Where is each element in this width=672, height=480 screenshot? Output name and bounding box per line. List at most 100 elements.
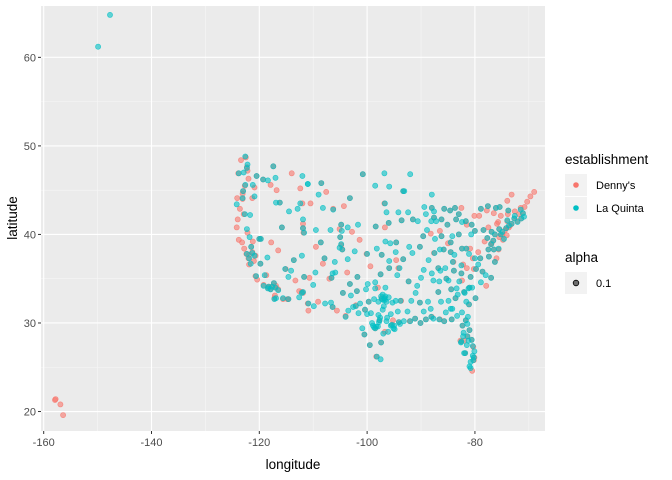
point-la-quinta bbox=[422, 211, 429, 217]
point-la-quinta bbox=[297, 200, 304, 207]
point-la-quinta bbox=[433, 218, 439, 225]
point-la-quinta bbox=[381, 170, 388, 177]
point-la-quinta bbox=[469, 352, 476, 359]
point-la-quinta bbox=[431, 208, 437, 215]
point-la-quinta bbox=[235, 170, 242, 177]
point-la-quinta bbox=[471, 227, 478, 234]
point-dennys bbox=[483, 282, 490, 289]
point-la-quinta bbox=[449, 233, 456, 240]
point-la-quinta bbox=[385, 328, 391, 335]
point-la-quinta bbox=[480, 227, 487, 233]
point-la-quinta bbox=[490, 246, 497, 253]
point-la-quinta bbox=[353, 288, 360, 294]
point-dennys bbox=[305, 307, 312, 314]
point-la-quinta bbox=[301, 229, 307, 236]
point-dennys bbox=[340, 203, 347, 209]
point-la-quinta bbox=[441, 205, 448, 212]
point-dennys bbox=[476, 212, 483, 219]
point-dennys bbox=[236, 205, 243, 212]
point-la-quinta bbox=[464, 320, 471, 327]
point-la-quinta bbox=[407, 318, 414, 325]
point-la-quinta bbox=[425, 257, 432, 263]
point-la-quinta bbox=[438, 216, 445, 223]
point-la-quinta bbox=[491, 258, 498, 265]
point-la-quinta bbox=[397, 297, 404, 304]
point-la-quinta bbox=[365, 298, 372, 305]
point-la-quinta bbox=[412, 315, 418, 322]
point-la-quinta bbox=[251, 252, 258, 259]
point-dennys bbox=[319, 260, 326, 267]
point-la-quinta bbox=[312, 227, 319, 233]
point-la-quinta bbox=[350, 304, 356, 310]
point-la-quinta bbox=[391, 326, 398, 333]
point-dennys bbox=[494, 220, 500, 227]
point-la-quinta bbox=[488, 228, 495, 235]
point-la-quinta bbox=[270, 280, 277, 286]
point-la-quinta bbox=[380, 330, 387, 337]
point-la-quinta bbox=[504, 217, 511, 224]
point-la-quinta bbox=[453, 285, 460, 292]
point-la-quinta bbox=[337, 234, 344, 240]
point-la-quinta bbox=[272, 174, 279, 181]
point-la-quinta bbox=[351, 248, 358, 255]
point-la-quinta bbox=[408, 297, 415, 304]
point-la-quinta bbox=[454, 291, 461, 298]
point-la-quinta bbox=[247, 212, 253, 218]
point-la-quinta bbox=[387, 311, 394, 317]
point-la-quinta bbox=[257, 235, 264, 242]
point-la-quinta bbox=[407, 171, 414, 178]
point-dennys bbox=[249, 238, 256, 245]
point-la-quinta bbox=[240, 188, 246, 194]
point-la-quinta bbox=[405, 209, 411, 216]
point-la-quinta bbox=[505, 222, 512, 229]
legend-key-swatch bbox=[573, 205, 579, 211]
point-la-quinta bbox=[296, 294, 303, 301]
point-la-quinta bbox=[449, 258, 456, 265]
point-la-quinta bbox=[488, 274, 494, 281]
point-la-quinta bbox=[430, 315, 437, 322]
point-la-quinta bbox=[447, 305, 454, 312]
data-points bbox=[52, 11, 538, 418]
point-la-quinta bbox=[243, 226, 250, 232]
point-la-quinta bbox=[448, 316, 455, 323]
point-la-quinta bbox=[290, 257, 297, 263]
point-dennys bbox=[333, 307, 340, 314]
point-la-quinta bbox=[381, 297, 388, 303]
point-dennys bbox=[490, 210, 497, 217]
point-la-quinta bbox=[477, 255, 484, 262]
point-dennys bbox=[60, 412, 66, 418]
legend-label: La Quinta bbox=[596, 203, 645, 215]
point-la-quinta bbox=[239, 195, 246, 201]
point-la-quinta bbox=[395, 209, 402, 216]
point-la-quinta bbox=[416, 299, 423, 306]
point-la-quinta bbox=[444, 221, 451, 228]
point-la-quinta bbox=[404, 308, 411, 315]
point-dennys bbox=[234, 195, 241, 201]
point-la-quinta bbox=[458, 270, 465, 277]
point-la-quinta bbox=[373, 245, 380, 252]
point-la-quinta bbox=[393, 239, 400, 246]
point-dennys bbox=[471, 212, 478, 219]
point-la-quinta bbox=[298, 252, 305, 259]
point-la-quinta bbox=[511, 212, 518, 219]
point-la-quinta bbox=[243, 250, 250, 257]
point-dennys bbox=[245, 175, 252, 182]
point-la-quinta bbox=[273, 199, 279, 206]
point-la-quinta bbox=[359, 325, 366, 332]
legend-color-title: establishment bbox=[565, 152, 649, 167]
point-la-quinta bbox=[338, 227, 345, 234]
legend-alpha-label: 0.1 bbox=[596, 278, 611, 290]
x-tick-label: -100 bbox=[356, 437, 378, 449]
point-la-quinta bbox=[445, 297, 452, 304]
point-dennys bbox=[508, 191, 515, 198]
point-la-quinta bbox=[418, 274, 424, 281]
point-la-quinta bbox=[354, 273, 361, 280]
point-la-quinta bbox=[357, 300, 363, 307]
point-la-quinta bbox=[448, 286, 455, 293]
point-la-quinta bbox=[422, 316, 429, 323]
point-dennys bbox=[307, 200, 314, 207]
point-la-quinta bbox=[387, 240, 394, 247]
point-la-quinta bbox=[436, 246, 443, 253]
tick-labels: -160 -140 -120 -100 -80 20 30 40 50 60 bbox=[24, 52, 483, 449]
